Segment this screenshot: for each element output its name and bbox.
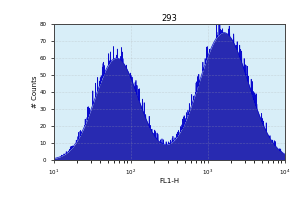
Title: 293: 293 (162, 14, 177, 23)
Y-axis label: # Counts: # Counts (32, 76, 38, 108)
X-axis label: FL1-H: FL1-H (159, 178, 180, 184)
